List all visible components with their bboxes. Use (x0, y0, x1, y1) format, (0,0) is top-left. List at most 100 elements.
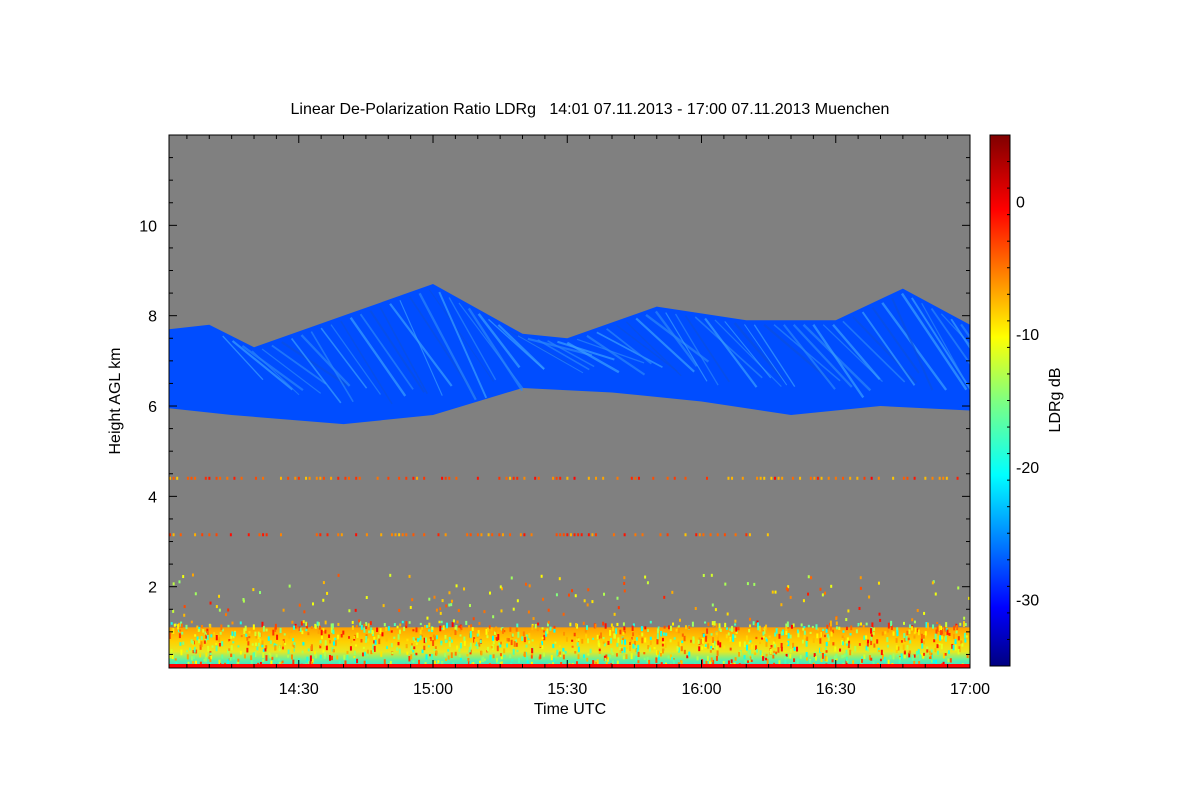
aerosol-pixel (555, 476, 558, 480)
boundary-layer-pixel (192, 655, 195, 659)
boundary-layer-pixel (344, 660, 347, 665)
boundary-layer-pixel (454, 629, 457, 636)
aerosol-pixel (956, 476, 959, 480)
scatter-pixel (489, 591, 492, 595)
boundary-layer-pixel (498, 642, 501, 645)
boundary-layer-pixel (664, 642, 667, 649)
boundary-layer-pixel (870, 628, 873, 634)
boundary-layer-pixel (651, 644, 654, 651)
boundary-layer-pixel (433, 660, 436, 665)
boundary-layer-pixel (710, 645, 713, 649)
aerosol-pixel (924, 476, 927, 480)
boundary-layer-pixel (193, 646, 196, 653)
boundary-layer-pixel (477, 630, 480, 636)
boundary-layer-pixel (490, 645, 493, 649)
boundary-layer-pixel (190, 620, 193, 624)
scatter-pixel (227, 608, 230, 612)
boundary-layer-pixel (820, 647, 823, 653)
boundary-layer-pixel (262, 648, 265, 652)
boundary-layer-pixel (610, 637, 613, 644)
scatter-pixel (182, 575, 185, 579)
boundary-layer-pixel (492, 654, 495, 659)
aerosol-pixel (412, 533, 415, 537)
boundary-layer-pixel (812, 637, 815, 643)
boundary-layer-pixel (715, 632, 718, 635)
boundary-layer-pixel (254, 631, 257, 637)
aerosol-pixel (401, 533, 404, 537)
boundary-layer-pixel (589, 648, 592, 654)
boundary-layer-pixel (657, 654, 660, 661)
aerosol-pixel (580, 533, 583, 537)
boundary-layer-pixel (757, 626, 760, 631)
boundary-layer-pixel (930, 649, 933, 653)
boundary-layer-pixel (661, 648, 664, 654)
boundary-layer-pixel (622, 655, 625, 660)
boundary-layer-pixel (663, 625, 666, 629)
cirrus-streak (635, 317, 695, 373)
boundary-layer-pixel (873, 627, 876, 631)
boundary-layer-pixel (900, 640, 903, 643)
boundary-layer-pixel (310, 644, 313, 651)
boundary-layer-pixel (506, 643, 509, 648)
scatter-pixel (934, 592, 937, 596)
scatter-pixel (724, 582, 727, 586)
boundary-layer-pixel (363, 627, 366, 633)
scatter-pixel (616, 596, 619, 600)
boundary-layer-pixel (862, 624, 865, 628)
boundary-layer-pixel (196, 625, 199, 629)
boundary-layer-pixel (320, 641, 323, 646)
scatter-pixel (455, 584, 458, 588)
boundary-layer-pixel (641, 632, 644, 637)
boundary-layer-pixel (749, 649, 752, 656)
boundary-layer-pixel (419, 635, 422, 640)
boundary-layer-pixel (705, 636, 708, 642)
boundary-layer-pixel (829, 624, 832, 631)
boundary-layer-pixel (543, 634, 546, 641)
boundary-layer-pixel (729, 647, 732, 651)
boundary-layer-pixel (448, 636, 451, 640)
boundary-layer-pixel (350, 638, 353, 644)
boundary-layer-pixel (537, 622, 540, 626)
boundary-layer-pixel (594, 623, 597, 629)
boundary-layer-pixel (805, 640, 808, 647)
boundary-layer-pixel (630, 636, 633, 640)
cirrus-streak (596, 331, 663, 368)
boundary-layer-pixel (646, 656, 649, 663)
boundary-layer-pixel (730, 659, 733, 664)
boundary-layer-pixel (718, 623, 721, 628)
scatter-pixel (591, 600, 594, 604)
aerosol-pixel (448, 476, 451, 480)
boundary-layer-pixel (954, 639, 957, 645)
boundary-layer-pixel (496, 661, 499, 667)
boundary-layer-pixel (870, 635, 873, 641)
boundary-layer-pixel (867, 639, 870, 644)
scatter-pixel (623, 576, 626, 580)
boundary-layer-pixel (218, 637, 221, 643)
aerosol-pixel (552, 476, 555, 480)
boundary-layer-pixel (421, 649, 424, 654)
boundary-layer-pixel (926, 649, 929, 653)
boundary-layer-pixel (480, 651, 483, 656)
aerosol-pixel (530, 533, 533, 537)
aerosol-pixel (262, 533, 265, 537)
boundary-layer-pixel (661, 637, 664, 642)
boundary-layer-pixel (546, 628, 549, 634)
boundary-layer-pixel (755, 645, 758, 650)
boundary-layer-pixel (331, 647, 334, 652)
boundary-layer-pixel (306, 656, 309, 663)
cirrus-streak (763, 323, 830, 381)
aerosol-pixel (616, 476, 619, 480)
boundary-layer-pixel (412, 637, 415, 641)
aerosol-pixel (559, 476, 562, 480)
boundary-layer-pixel (584, 627, 587, 633)
boundary-layer-pixel (592, 637, 595, 640)
boundary-layer-pixel (924, 631, 927, 636)
boundary-layer-pixel (839, 648, 842, 652)
boundary-layer-pixel (221, 654, 224, 659)
boundary-layer-pixel (218, 659, 221, 666)
boundary-layer-pixel (918, 661, 921, 664)
boundary-layer-pixel (712, 637, 715, 643)
boundary-layer-pixel (762, 635, 765, 639)
boundary-layer-pixel (206, 630, 209, 635)
boundary-layer-pixel (353, 656, 356, 659)
